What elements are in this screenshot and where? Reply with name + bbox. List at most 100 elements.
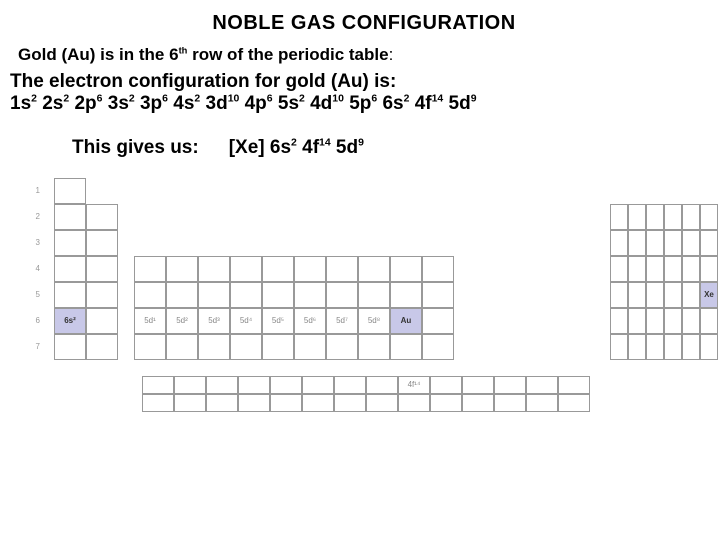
s-block-cell [54, 334, 86, 360]
d-block-cell [390, 282, 422, 308]
s-block-cell [54, 230, 86, 256]
d-block-cell [198, 334, 230, 360]
d-block-cell [422, 308, 454, 334]
f-block-cell [142, 394, 174, 412]
f-block-cell [558, 394, 590, 412]
f-block-cell [270, 376, 302, 394]
config-term: 3s2 [108, 93, 135, 114]
config-term: 6s2 [382, 93, 409, 114]
f-block-cell [174, 376, 206, 394]
d-block-cell [294, 282, 326, 308]
period-label: 7 [22, 342, 40, 351]
p-block-cell [646, 230, 664, 256]
config-term: 4d10 [310, 93, 344, 114]
p-block-cell [682, 256, 700, 282]
f-block-cell [206, 376, 238, 394]
d-block-cell [198, 256, 230, 282]
subtitle-prefix: Gold (Au) is in the 6 [18, 45, 179, 64]
subtitle: Gold (Au) is in the 6th row of the perio… [0, 35, 728, 65]
f-block-cell [142, 376, 174, 394]
p-block-cell [628, 204, 646, 230]
config-term: 3p6 [140, 93, 168, 114]
periodic-table: 12345676s²5d¹5d²5d³5d⁴5d⁵5d⁶5d⁷5d⁸AuXe4f… [12, 178, 720, 403]
result-term: 5d9 [331, 137, 364, 158]
d-block-cell [262, 334, 294, 360]
f-block-cell [206, 394, 238, 412]
p-block-cell [646, 308, 664, 334]
p-block-cell [700, 204, 718, 230]
p-block-cell [646, 282, 664, 308]
result-term: 6s2 [270, 137, 297, 158]
period-label: 4 [22, 264, 40, 273]
p-block-cell [646, 256, 664, 282]
s-block-cell [54, 204, 86, 230]
f-block-cell [494, 394, 526, 412]
s-block-cell [86, 230, 118, 256]
subtitle-colon: : [389, 45, 394, 64]
f-block-cell [302, 376, 334, 394]
d-block-cell [358, 282, 390, 308]
f-block-cell [462, 394, 494, 412]
d-block-cell [134, 334, 166, 360]
d-block-cell: Au [390, 308, 422, 334]
config-term: 4p6 [245, 93, 273, 114]
config-term: 5d9 [449, 93, 477, 114]
d-block-cell [262, 282, 294, 308]
f-block-cell [462, 376, 494, 394]
f-block-cell [334, 394, 366, 412]
config-term: 5s2 [278, 93, 305, 114]
period-label: 2 [22, 212, 40, 221]
p-block-cell [700, 334, 718, 360]
f-block-cell [334, 376, 366, 394]
d-block-cell [422, 256, 454, 282]
f-block-cell [430, 376, 462, 394]
config-term: 3d10 [206, 93, 240, 114]
config-term: 5p6 [349, 93, 377, 114]
f-block-cell [494, 376, 526, 394]
d-block-cell [262, 256, 294, 282]
p-block-cell [664, 230, 682, 256]
config-term: 2p6 [74, 93, 102, 114]
p-block-cell [700, 308, 718, 334]
period-label: 6 [22, 316, 40, 325]
p-block-cell [646, 334, 664, 360]
p-block-cell [646, 204, 664, 230]
f-block-cell [270, 394, 302, 412]
d-block-cell [326, 256, 358, 282]
d-block-cell [230, 334, 262, 360]
d-block-cell [422, 282, 454, 308]
d-block-cell [390, 256, 422, 282]
d-block-cell: 5d⁴ [230, 308, 262, 334]
d-block-cell [134, 282, 166, 308]
p-block-cell [628, 230, 646, 256]
period-label: 1 [22, 186, 40, 195]
f-block-cell [302, 394, 334, 412]
s-block-cell [54, 178, 86, 204]
f-block-cell [558, 376, 590, 394]
f-block-cell [174, 394, 206, 412]
p-block-cell [682, 308, 700, 334]
p-block-cell [610, 334, 628, 360]
d-block-cell [166, 334, 198, 360]
p-block-cell [628, 282, 646, 308]
d-block-cell [422, 334, 454, 360]
result-bracket: [Xe] [229, 137, 265, 158]
d-block-cell [134, 256, 166, 282]
p-block-cell [610, 282, 628, 308]
d-block-cell: 5d⁷ [326, 308, 358, 334]
p-block-cell [610, 204, 628, 230]
d-block-cell: 5d⁵ [262, 308, 294, 334]
d-block-cell: 5d³ [198, 308, 230, 334]
d-block-cell [294, 256, 326, 282]
p-block-cell [664, 334, 682, 360]
f-block-cell [366, 376, 398, 394]
f-block-cell [526, 394, 558, 412]
f-block-cell [238, 376, 270, 394]
config-intro: The electron configuration for gold (Au)… [0, 65, 728, 93]
p-block-cell [664, 282, 682, 308]
s-block-cell [54, 256, 86, 282]
result-term: 4f14 [297, 137, 331, 158]
p-block-cell [610, 230, 628, 256]
p-block-cell [610, 308, 628, 334]
p-block-cell [628, 308, 646, 334]
